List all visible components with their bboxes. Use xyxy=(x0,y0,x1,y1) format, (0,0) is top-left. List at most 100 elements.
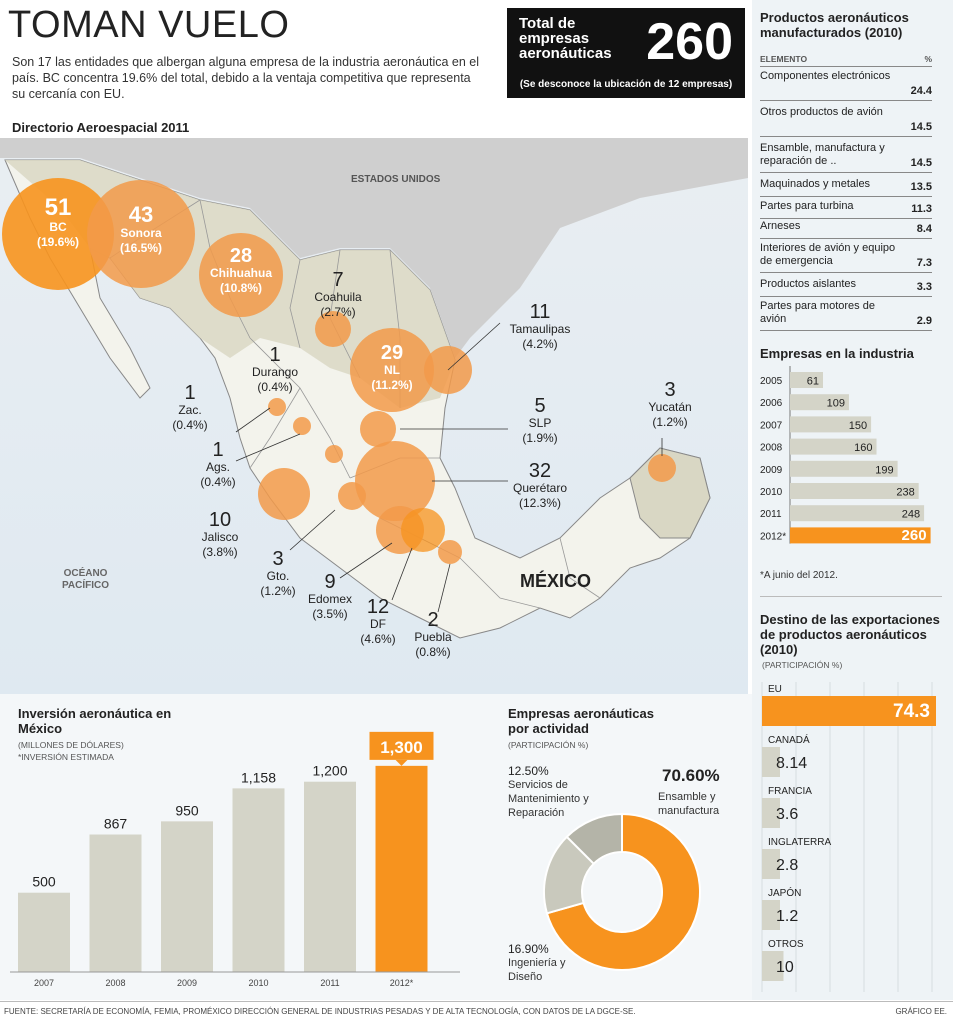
label-zacatecas: 1 Zac. (0.4%) xyxy=(160,383,220,433)
product-value: 13.5 xyxy=(910,181,932,193)
investment-axis-label: 2007 xyxy=(34,978,54,988)
exports-bar-5 xyxy=(762,951,784,981)
industry-bar-2008 xyxy=(790,438,877,455)
label-slp: 5 SLP (1.9%) xyxy=(510,396,570,446)
intro-text: Son 17 las entidades que albergan alguna… xyxy=(12,55,479,101)
label-nl: 29 NL (11.2%) xyxy=(357,343,427,393)
investment-chart-subtitle: (MILLONES DE DÓLARES) xyxy=(18,740,124,750)
product-value: 14.5 xyxy=(910,121,932,133)
exports-country-label: CANADÁ xyxy=(768,733,810,746)
label-yucatan: 3 Yucatán (1.2%) xyxy=(637,380,703,430)
industry-value-label: 199 xyxy=(875,464,893,476)
label-tamaulipas-pct: (4.2%) xyxy=(522,337,558,351)
label-edomex-name: Edomex xyxy=(307,592,353,606)
label-durango-pct: (0.4%) xyxy=(257,380,293,394)
label-jalisco-name: Jalisco xyxy=(201,530,239,544)
donut-slice-0 xyxy=(545,812,701,971)
bubble-yucatan xyxy=(648,454,676,482)
product-value: 3.3 xyxy=(916,281,932,293)
label-nl-pct: (11.2%) xyxy=(371,378,413,392)
products-table-title: Productos aeronáuticos manufacturados (2… xyxy=(760,10,909,40)
label-jalisco-pct: (3.8%) xyxy=(202,545,238,559)
investment-bar-2012* xyxy=(375,765,428,972)
label-chihuahua-pct: (10.8%) xyxy=(219,281,263,295)
product-name: Partes para motores de avión xyxy=(760,300,875,325)
exports-value-label: 1.2 xyxy=(776,908,798,925)
bubble-puebla xyxy=(438,540,462,564)
label-sonora-pct: (16.5%) xyxy=(119,241,163,255)
label-df-count: 12 xyxy=(366,596,390,618)
industry-year-label: 2007 xyxy=(760,420,783,431)
product-name: Otros productos de avión xyxy=(760,106,883,118)
exports-value-label: 2.8 xyxy=(776,857,798,874)
product-name: Productos aislantes xyxy=(760,278,856,290)
label-edomex-pct: (3.5%) xyxy=(312,607,348,621)
industry-year-label: 2010 xyxy=(760,487,783,498)
industry-value-label: 61 xyxy=(807,376,819,388)
ocean-label-line-1: OCÉANO xyxy=(63,568,108,579)
industry-year-label: 2008 xyxy=(760,443,783,454)
slice-pct-maintenance: 12.50% xyxy=(508,764,549,778)
country-label: MÉXICO xyxy=(520,571,592,591)
investment-bar-2010 xyxy=(232,788,285,972)
industry-value-label: 150 xyxy=(849,420,867,432)
industry-bar-2010 xyxy=(790,483,919,499)
slice-label-maintenance: Servicios de Mantenimiento y Reparación xyxy=(508,779,589,819)
label-tamaulipas: 11 Tamaulipas (4.2%) xyxy=(500,302,580,352)
investment-value-label: 950 xyxy=(175,802,199,818)
investment-axis-label: 2010 xyxy=(248,978,268,988)
products-table-header: ELEMENTO % xyxy=(760,54,932,67)
label-nl-count: 29 xyxy=(380,342,404,364)
bubble-jalisco xyxy=(258,468,310,520)
label-nl-name: NL xyxy=(384,363,400,377)
donut-slice-2 xyxy=(565,812,623,866)
exports-value-label: 10 xyxy=(776,959,794,976)
label-guanajuato-count: 3 xyxy=(272,548,284,570)
label-df: 12 DF (4.6%) xyxy=(350,597,406,647)
product-value: 7.3 xyxy=(916,257,932,269)
products-table-row: Interiores de avión y equipo de emergenc… xyxy=(760,242,932,273)
bubble-df xyxy=(401,508,445,552)
bubble-bc xyxy=(2,178,114,290)
industry-value-label: 238 xyxy=(896,487,914,499)
product-value: 11.3 xyxy=(911,203,932,215)
label-chihuahua-count: 28 xyxy=(229,245,253,267)
bubble-zacatecas xyxy=(293,417,311,435)
label-coahuila-count: 7 xyxy=(332,269,344,291)
total-companies-box: Total de empresas aeronáuticas 260 (Se d… xyxy=(507,8,745,98)
label-coahuila-name: Coahuila xyxy=(314,290,362,304)
label-jalisco: 10 Jalisco (3.8%) xyxy=(188,510,252,560)
footer-credit: GRÁFICO EE. xyxy=(895,1007,947,1016)
industry-bar-2012* xyxy=(790,527,931,544)
total-label-line-3: aeronáuticas xyxy=(519,45,612,62)
exports-bar-1 xyxy=(762,747,780,777)
exports-value-label: 3.6 xyxy=(776,806,798,823)
slice-pct-assembly: 70.60% xyxy=(662,766,720,785)
bubble-chihuahua xyxy=(199,233,283,317)
label-guanajuato: 3 Gto. (1.2%) xyxy=(250,549,306,599)
label-queretaro-pct: (12.3%) xyxy=(518,496,562,510)
industry-year-label: 2005 xyxy=(760,376,783,387)
total-note: (Se desconoce la ubicación de 12 empresa… xyxy=(519,79,733,90)
investment-axis-label: 2009 xyxy=(177,978,197,988)
bubble-sonora xyxy=(87,180,195,288)
exports-value-label: 8.14 xyxy=(776,755,807,772)
label-bc-pct: (19.6%) xyxy=(36,235,80,249)
label-tamaulipas-name: Tamaulipas xyxy=(509,322,571,336)
exports-country-label: OTROS xyxy=(768,939,804,950)
product-value: 2.9 xyxy=(916,315,932,327)
label-sonora-count: 43 xyxy=(128,202,154,227)
investment-value-label: 1,158 xyxy=(241,769,276,785)
total-label: Total de empresas aeronáuticas xyxy=(519,16,612,61)
label-slp-pct: (1.9%) xyxy=(522,431,558,445)
exports-country-label: FRANCIA xyxy=(768,786,812,797)
bubble-durango xyxy=(268,398,286,416)
label-puebla-name: Puebla xyxy=(414,630,452,644)
label-queretaro-name: Querétaro xyxy=(512,481,568,495)
divider xyxy=(760,596,942,597)
label-jalisco-count: 10 xyxy=(208,509,232,531)
label-slp-name: SLP xyxy=(528,416,552,430)
industry-year-label: 2006 xyxy=(760,398,783,409)
products-table-row: Partes para motores de avión 2.9 xyxy=(760,300,932,331)
leader-lines xyxy=(235,322,663,613)
